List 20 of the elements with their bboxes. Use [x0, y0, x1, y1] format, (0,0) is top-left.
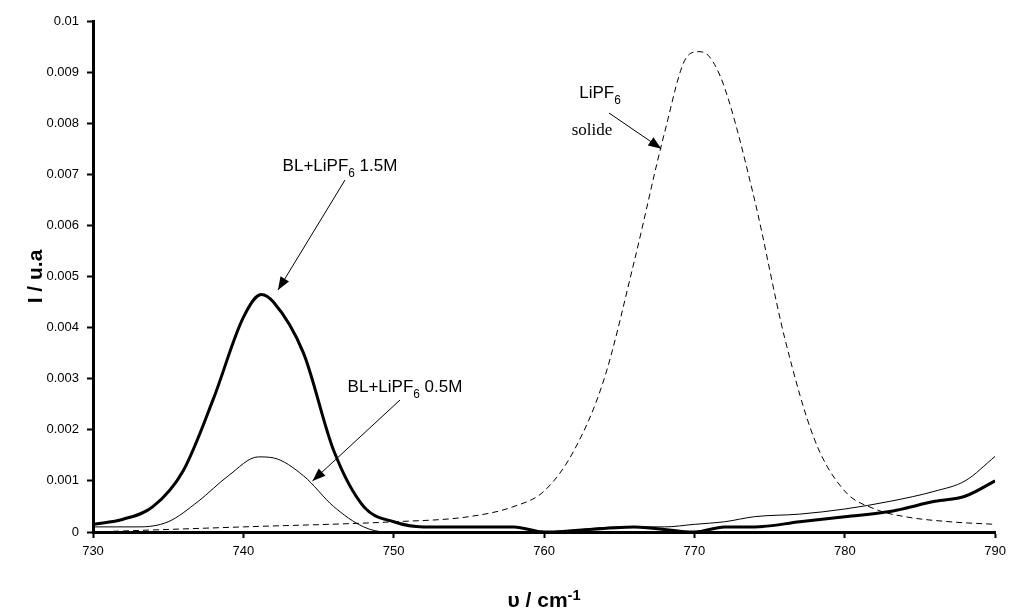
x-tick-label: 770 [683, 543, 706, 559]
y-tick-label: 0.007 [46, 165, 79, 181]
x-tick-label: 780 [833, 543, 856, 559]
y-tick-label: 0.003 [46, 370, 79, 386]
y-tick-label: 0.001 [46, 472, 79, 488]
y-tick-label: 0 [71, 523, 79, 539]
x-tick-label: 790 [984, 543, 1007, 559]
x-tick-label: 740 [232, 543, 255, 559]
annotation: solide [571, 120, 613, 139]
x-tick-label: 750 [382, 543, 405, 559]
y-tick-label: 0.01 [53, 12, 79, 28]
x-tick-label: 760 [533, 543, 555, 559]
y-tick-label: 0.005 [46, 268, 79, 284]
y-axis-title: I / u.a [23, 249, 46, 304]
y-tick-label: 0.002 [46, 421, 79, 437]
y-tick-label: 0.009 [46, 63, 79, 79]
x-tick-label: 730 [82, 543, 104, 559]
y-tick-label: 0.004 [46, 319, 79, 335]
y-tick-label: 0.008 [46, 114, 79, 130]
y-tick-label: 0.006 [46, 216, 79, 232]
